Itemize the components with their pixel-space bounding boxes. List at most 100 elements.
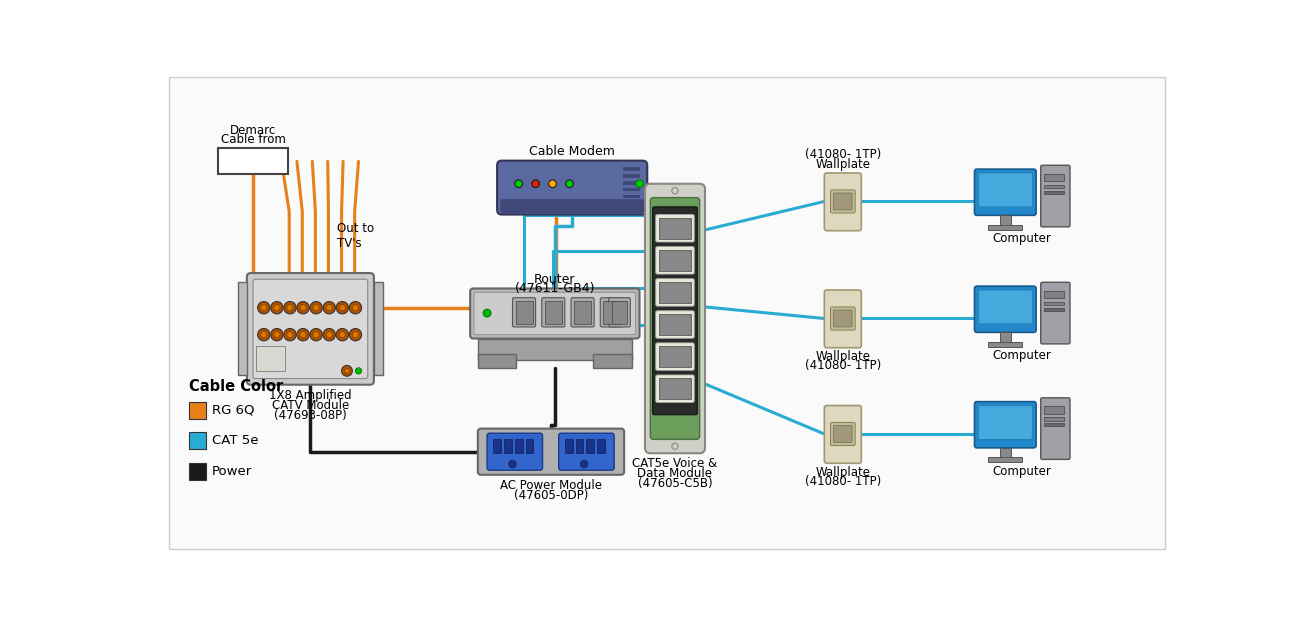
Circle shape <box>336 329 349 341</box>
Bar <box>504 440 512 453</box>
Text: (41080- 1TP): (41080- 1TP) <box>805 148 881 161</box>
Bar <box>1044 406 1064 414</box>
Bar <box>565 440 573 453</box>
FancyBboxPatch shape <box>824 405 862 463</box>
Text: Demarc: Demarc <box>230 124 276 137</box>
Bar <box>1000 332 1010 342</box>
Bar <box>594 354 631 368</box>
FancyBboxPatch shape <box>824 173 862 231</box>
Circle shape <box>273 304 280 311</box>
Circle shape <box>340 304 345 311</box>
Text: Data Module: Data Module <box>638 467 712 480</box>
Text: (47693-08P): (47693-08P) <box>273 409 346 422</box>
Bar <box>1044 174 1064 182</box>
FancyBboxPatch shape <box>656 343 694 370</box>
FancyBboxPatch shape <box>609 298 630 327</box>
Circle shape <box>349 329 362 341</box>
Circle shape <box>273 332 280 338</box>
Circle shape <box>286 332 293 338</box>
Text: Cable from: Cable from <box>220 133 285 146</box>
Bar <box>988 224 1022 230</box>
Bar <box>478 339 631 360</box>
Bar <box>988 342 1022 347</box>
Bar <box>189 463 206 480</box>
FancyBboxPatch shape <box>470 288 639 339</box>
FancyBboxPatch shape <box>978 405 1032 440</box>
Text: (47605-0DP): (47605-0DP) <box>514 489 589 502</box>
FancyBboxPatch shape <box>833 310 852 327</box>
FancyBboxPatch shape <box>247 273 374 384</box>
FancyBboxPatch shape <box>572 298 594 327</box>
FancyBboxPatch shape <box>974 169 1036 215</box>
Bar <box>478 354 517 368</box>
Text: Router: Router <box>534 273 575 286</box>
Bar <box>1044 185 1064 188</box>
Bar <box>598 440 605 453</box>
FancyBboxPatch shape <box>831 422 855 446</box>
FancyBboxPatch shape <box>656 279 694 306</box>
Circle shape <box>258 329 270 341</box>
Text: Power: Power <box>212 465 253 478</box>
Circle shape <box>483 309 491 317</box>
FancyBboxPatch shape <box>831 307 855 330</box>
Bar <box>622 195 639 198</box>
FancyBboxPatch shape <box>833 193 852 210</box>
Circle shape <box>548 180 556 188</box>
Circle shape <box>284 301 296 314</box>
Circle shape <box>299 332 306 338</box>
Text: Cable Color: Cable Color <box>189 379 284 394</box>
Circle shape <box>355 368 362 374</box>
Text: Wallplate: Wallplate <box>815 350 870 363</box>
Bar <box>1000 448 1010 457</box>
FancyBboxPatch shape <box>487 433 543 470</box>
Text: Wallplate: Wallplate <box>815 466 870 479</box>
Bar <box>1044 301 1064 306</box>
Bar <box>659 346 691 367</box>
Bar <box>575 440 583 453</box>
Text: (41080- 1TP): (41080- 1TP) <box>805 475 881 488</box>
Bar <box>612 301 628 324</box>
Text: AC Power Module: AC Power Module <box>500 479 602 492</box>
Text: 1X8 Amplified: 1X8 Amplified <box>270 389 352 402</box>
Circle shape <box>672 443 678 449</box>
Circle shape <box>286 304 293 311</box>
Text: CAT5e Voice &: CAT5e Voice & <box>633 457 717 470</box>
Bar <box>1044 417 1064 421</box>
FancyBboxPatch shape <box>978 290 1032 324</box>
FancyBboxPatch shape <box>497 161 647 215</box>
Circle shape <box>345 368 349 373</box>
Bar <box>237 282 247 376</box>
Bar <box>514 440 522 453</box>
Circle shape <box>340 332 345 338</box>
Bar <box>659 250 691 271</box>
Circle shape <box>672 188 678 193</box>
Text: (47605-C5B): (47605-C5B) <box>638 477 712 490</box>
Bar <box>1044 423 1064 427</box>
Circle shape <box>271 329 283 341</box>
FancyBboxPatch shape <box>656 375 694 402</box>
Bar <box>622 188 639 192</box>
FancyBboxPatch shape <box>833 425 852 443</box>
FancyBboxPatch shape <box>831 190 855 213</box>
FancyBboxPatch shape <box>656 311 694 339</box>
Circle shape <box>341 365 353 376</box>
FancyBboxPatch shape <box>974 286 1036 332</box>
Bar <box>574 301 591 324</box>
Circle shape <box>327 332 332 338</box>
Bar <box>526 440 534 453</box>
Text: Computer: Computer <box>993 465 1052 478</box>
FancyBboxPatch shape <box>1040 398 1070 459</box>
Circle shape <box>299 304 306 311</box>
Bar <box>189 433 206 450</box>
Text: CATV Module: CATV Module <box>272 399 349 412</box>
Bar <box>622 167 639 170</box>
Circle shape <box>297 329 309 341</box>
FancyBboxPatch shape <box>600 298 624 327</box>
FancyBboxPatch shape <box>974 402 1036 448</box>
Circle shape <box>323 301 336 314</box>
Text: CAT 5e: CAT 5e <box>212 435 259 448</box>
Circle shape <box>565 180 573 188</box>
Text: RG 6Q: RG 6Q <box>212 404 255 417</box>
Circle shape <box>312 304 319 311</box>
Text: Cable Modem: Cable Modem <box>529 145 615 158</box>
